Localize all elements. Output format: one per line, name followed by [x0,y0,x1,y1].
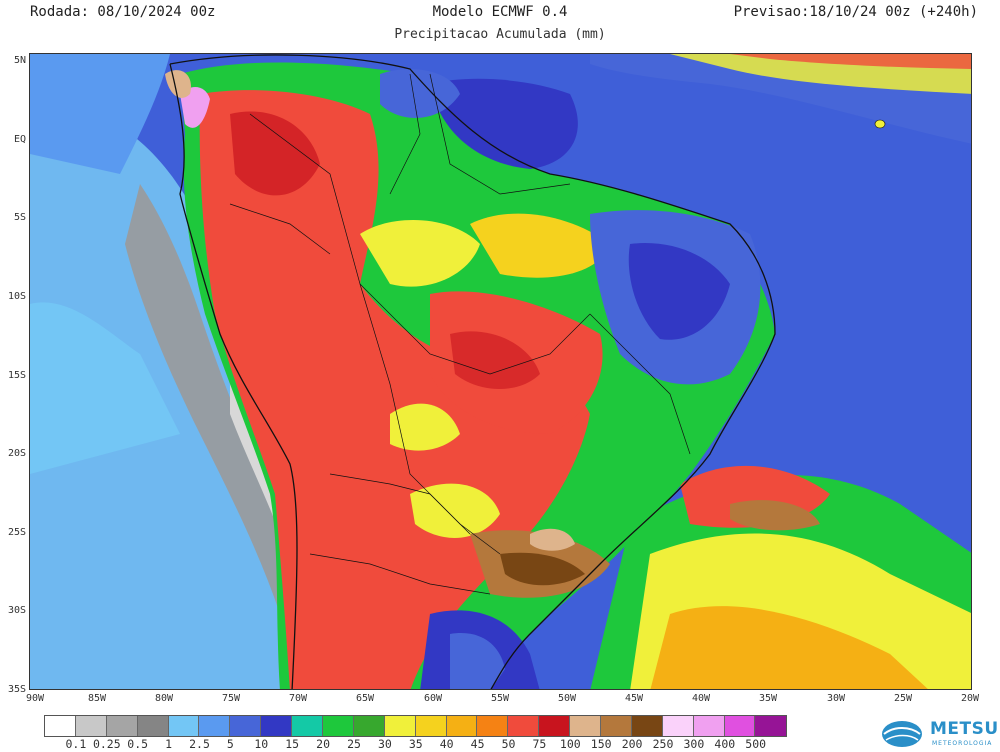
legend-label: 2.5 [189,737,210,751]
lon-label: 70W [288,693,308,704]
legend-swatch [137,716,169,736]
legend-label: 30 [377,737,392,751]
legend-label: 0.5 [127,737,149,751]
lon-label: 40W [691,693,711,704]
legend-label: 40 [439,737,454,751]
legend-swatch [353,716,385,736]
legend-swatch [662,716,694,736]
legend-label: 400 [714,737,736,751]
legend-label: 15 [285,737,300,751]
legend-label: 1 [165,737,173,751]
lon-label: 85W [87,693,107,704]
legend-swatch [45,716,76,736]
run-date: Rodada: 08/10/2024 00z [30,4,216,20]
legend-label: 35 [408,737,423,751]
lon-label: 75W [221,693,241,704]
legend-label: 0.1 [65,737,87,751]
legend-swatch [539,716,571,736]
brand-subtitle: METEOROLOGIA [932,740,993,747]
model-title: Modelo ECMWF 0.4 [432,4,568,20]
lon-label: 65W [355,693,375,704]
legend-swatch [508,716,540,736]
lat-label: 5S [13,212,26,223]
legend-swatch [323,716,354,736]
legend-swatch [230,716,262,736]
legend-label: 500 [745,737,767,751]
lon-label: 45W [624,693,644,704]
legend-swatch [384,716,416,736]
lon-label: 35W [758,693,778,704]
legend-label: 45 [470,737,485,751]
map-canvas [30,54,971,689]
legend-swatch [755,716,787,736]
globe-logo-icon [882,721,922,747]
lat-label: 25S [7,527,26,538]
map-subtitle: Precipitacao Acumulada (mm) [394,27,606,42]
legend-swatch [693,716,725,736]
precipitation-legend [44,715,788,737]
legend-label: 75 [532,737,547,751]
legend-swatch [75,716,107,736]
legend-label: 150 [590,737,612,751]
legend-label: 10 [254,737,269,751]
lat-label: EQ [13,134,26,145]
legend-label: 250 [652,737,674,751]
legend-swatch [292,716,324,736]
lat-label: 30S [7,605,26,616]
lat-label: 15S [7,370,26,381]
legend-swatch [570,716,602,736]
legend-swatch [106,716,138,736]
legend-label: 100 [559,737,581,751]
legend-label: 0.25 [92,737,121,751]
precipitation-map [29,53,972,690]
lon-label: 60W [423,693,443,704]
forecast-time: Previsao:18/10/24 00z (+240h) [733,4,978,20]
legend-swatch [168,716,200,736]
lat-label: 10S [7,291,26,302]
legend-swatch [631,716,663,736]
legend-swatch [261,716,293,736]
legend-swatch [199,716,231,736]
legend-label: 20 [316,737,331,751]
lat-label: 5N [13,55,26,66]
lon-label: 55W [490,693,510,704]
lon-label: 90W [25,693,45,704]
lon-label: 20W [960,693,980,704]
brand-name: METSUL [930,719,1000,739]
lon-label: 50W [557,693,577,704]
legend-label: 200 [621,737,643,751]
lon-label: 25W [893,693,913,704]
lat-label: 20S [7,448,26,459]
lon-label: 30W [826,693,846,704]
legend-swatch [724,716,756,736]
legend-swatch [415,716,447,736]
lat-label: 35S [7,684,26,695]
lon-label: 80W [154,693,174,704]
legend-swatch [601,716,632,736]
legend-label: 50 [501,737,516,751]
legend-label: 300 [683,737,705,751]
legend-swatch [446,716,478,736]
legend-label: 5 [226,737,234,751]
legend-swatch [477,716,509,736]
legend-label: 25 [347,737,361,751]
